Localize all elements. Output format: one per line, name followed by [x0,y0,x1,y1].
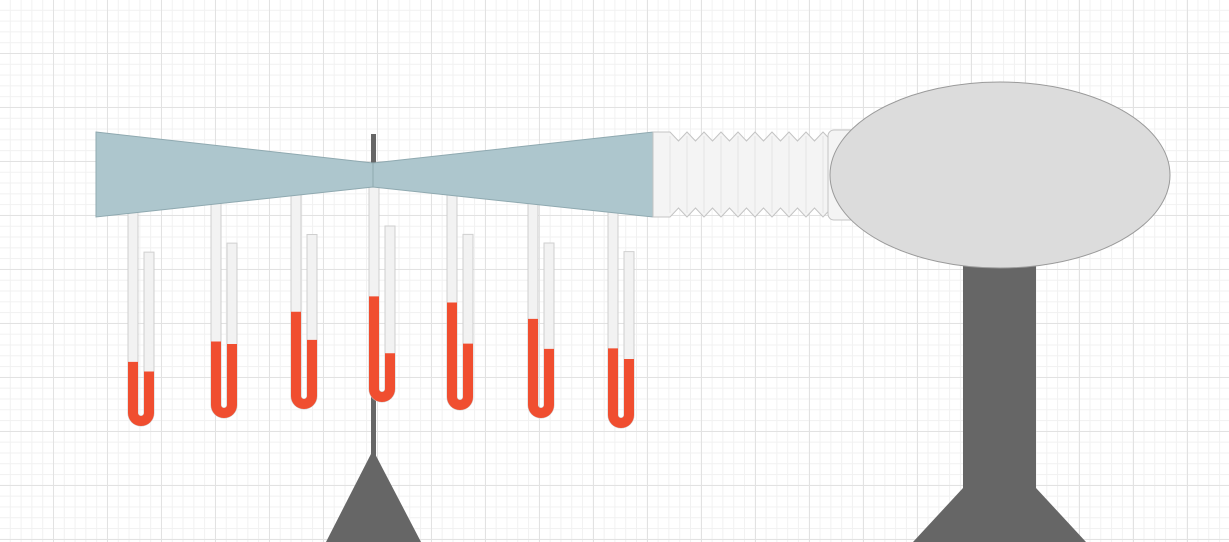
manometer-liquid [528,318,554,418]
blower-body [829,81,1171,269]
manometer-liquid [128,361,154,426]
flexible-hose [652,131,846,218]
manometer [607,211,635,429]
blower-stand-column [963,262,1036,492]
manometer [446,193,474,411]
blower-stand-base [913,488,1086,542]
manometer-group [127,185,635,429]
manometer-liquid [447,302,473,410]
manometer [127,211,155,427]
blower [827,81,1171,269]
manometer [210,202,238,419]
manometer-liquid [291,311,317,409]
manometer-liquid [608,348,634,428]
manometer-liquid [369,296,395,402]
manometer [368,185,396,403]
manometer [527,202,555,419]
blower-stand [913,259,1086,542]
manometer-liquid [211,341,237,418]
center-stand-base [326,450,421,542]
manometer [290,193,318,410]
